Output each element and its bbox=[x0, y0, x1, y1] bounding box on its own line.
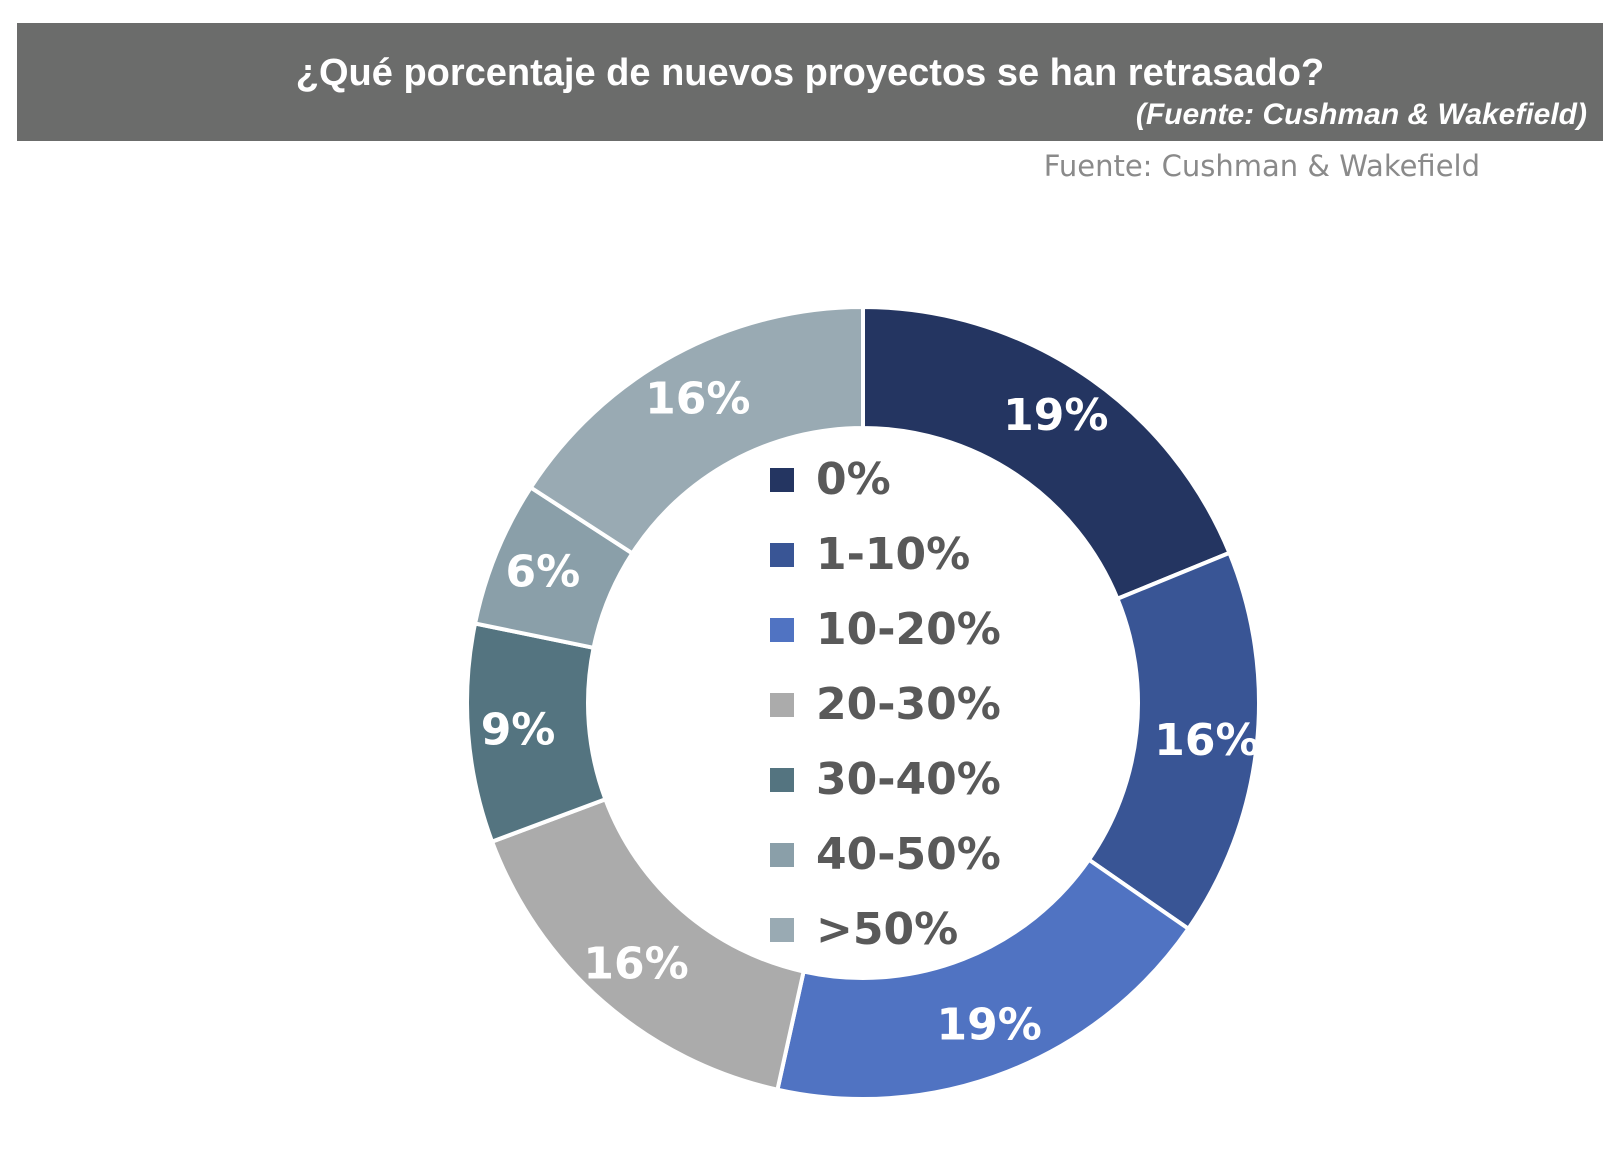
slice-data-label-7: 16% bbox=[645, 373, 750, 424]
legend-item-1: 0% bbox=[770, 442, 1050, 517]
slice-data-label-4: 16% bbox=[583, 939, 688, 990]
donut-slice-3 bbox=[775, 856, 1192, 1101]
legend-label-6: 40-50% bbox=[816, 828, 1001, 880]
legend-swatch-3 bbox=[770, 617, 794, 642]
legend-swatch-7 bbox=[770, 917, 794, 942]
chart-title: ¿Qué porcentaje de nuevos proyectos se h… bbox=[295, 52, 1325, 94]
legend-swatch-2 bbox=[770, 542, 794, 567]
legend-swatch-6 bbox=[770, 842, 794, 867]
legend-swatch-5 bbox=[770, 767, 794, 792]
donut-slice-7 bbox=[528, 304, 865, 557]
legend-item-4: 20-30% bbox=[770, 667, 1050, 742]
chart-source-note: Fuente: Cushman & Wakefield bbox=[1043, 149, 1480, 183]
legend-item-3: 10-20% bbox=[770, 592, 1050, 667]
donut-slice-1 bbox=[861, 304, 1233, 602]
header-source: (Fuente: Cushman & Wakefield) bbox=[1135, 98, 1587, 131]
slice-data-label-5: 9% bbox=[481, 704, 556, 755]
legend-item-5: 30-40% bbox=[770, 742, 1050, 817]
slice-data-label-1: 19% bbox=[1003, 390, 1108, 441]
legend-item-2: 1-10% bbox=[770, 517, 1050, 592]
legend-label-4: 20-30% bbox=[816, 678, 1001, 730]
header-banner: ¿Qué porcentaje de nuevos proyectos se h… bbox=[17, 23, 1603, 141]
legend-label-5: 30-40% bbox=[816, 753, 1001, 805]
slice-data-label-3: 19% bbox=[937, 1000, 1042, 1051]
legend-item-7: >50% bbox=[770, 892, 1050, 967]
legend-item-6: 40-50% bbox=[770, 817, 1050, 892]
legend-label-7: >50% bbox=[816, 903, 959, 955]
legend-label-2: 1-10% bbox=[816, 528, 971, 580]
legend-label-3: 10-20% bbox=[816, 603, 1001, 655]
slice-data-label-2: 16% bbox=[1154, 715, 1259, 766]
chart-legend: 0% 1-10% 10-20% 20-30% 30-40% 40-50% >50% bbox=[770, 442, 1050, 967]
slice-data-label-6: 6% bbox=[505, 546, 580, 597]
legend-swatch-4 bbox=[770, 692, 794, 717]
legend-label-1: 0% bbox=[816, 453, 891, 505]
legend-swatch-1 bbox=[770, 467, 794, 492]
